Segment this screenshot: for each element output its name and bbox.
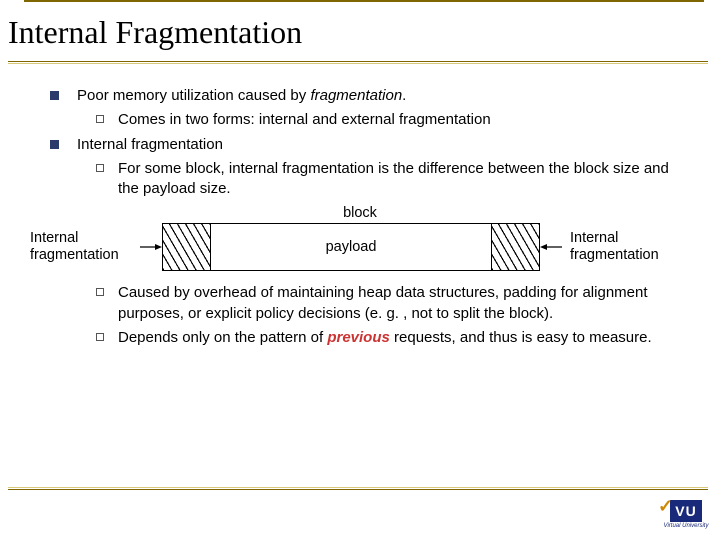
bullet-1-sub-text: Comes in two forms: internal and externa… bbox=[118, 110, 491, 130]
right-hatch bbox=[491, 224, 539, 270]
payload-label: payload bbox=[326, 239, 377, 255]
logo-box: VU bbox=[670, 500, 701, 522]
diagram-row: Internal fragmentation payload Internal … bbox=[0, 223, 720, 271]
block-label: block bbox=[0, 205, 720, 221]
top-accent-bar bbox=[24, 0, 704, 2]
text: Poor memory utilization caused by bbox=[77, 87, 310, 104]
left-frag-label: Internal fragmentation bbox=[30, 230, 140, 265]
bullet-2-text: Internal fragmentation bbox=[77, 135, 223, 155]
vu-logo: ✓ VU Virtual University bbox=[662, 494, 710, 534]
hollow-square-bullet-icon bbox=[96, 288, 104, 296]
bullet-3-sub2: Depends only on the pattern of previous … bbox=[96, 328, 692, 348]
emphasis-text: previous bbox=[327, 329, 390, 346]
block-diagram: payload bbox=[162, 223, 540, 271]
content-area-lower: Caused by overhead of maintaining heap d… bbox=[0, 271, 720, 348]
title-area: Internal Fragmentation bbox=[0, 0, 720, 68]
hollow-square-bullet-icon bbox=[96, 115, 104, 123]
bullet-3-sub1-text: Caused by overhead of maintaining heap d… bbox=[118, 283, 692, 324]
slide-title: Internal Fragmentation bbox=[8, 14, 712, 51]
title-underline bbox=[8, 61, 708, 62]
arrow-right-icon bbox=[140, 241, 162, 253]
logo-checkmark-icon: ✓ bbox=[658, 496, 673, 517]
text: Depends only on the pattern of bbox=[118, 329, 327, 346]
left-hatch bbox=[163, 224, 211, 270]
hollow-square-bullet-icon bbox=[96, 333, 104, 341]
bullet-1: Poor memory utilization caused by fragme… bbox=[50, 86, 692, 106]
bullet-3-sub1: Caused by overhead of maintaining heap d… bbox=[96, 283, 692, 324]
text: requests, and thus is easy to measure. bbox=[390, 329, 652, 346]
square-bullet-icon bbox=[50, 91, 59, 100]
bottom-accent-bar bbox=[8, 489, 708, 490]
bullet-1-text: Poor memory utilization caused by fragme… bbox=[77, 86, 406, 106]
text: . bbox=[402, 87, 406, 104]
right-frag-label: Internal fragmentation bbox=[570, 230, 680, 265]
payload-cell: payload bbox=[211, 224, 491, 270]
bullet-2-sub: For some block, internal fragmentation i… bbox=[96, 159, 692, 200]
bullet-2: Internal fragmentation bbox=[50, 135, 692, 155]
bullet-1-sub: Comes in two forms: internal and externa… bbox=[96, 110, 692, 130]
arrow-left-icon bbox=[540, 241, 562, 253]
logo-subtitle: Virtual University bbox=[664, 523, 709, 529]
content-area: Poor memory utilization caused by fragme… bbox=[0, 68, 720, 199]
square-bullet-icon bbox=[50, 140, 59, 149]
hollow-square-bullet-icon bbox=[96, 164, 104, 172]
bullet-3-sub2-text: Depends only on the pattern of previous … bbox=[118, 328, 652, 348]
bullet-2-sub-text: For some block, internal fragmentation i… bbox=[118, 159, 692, 200]
italic-text: fragmentation bbox=[310, 87, 402, 104]
